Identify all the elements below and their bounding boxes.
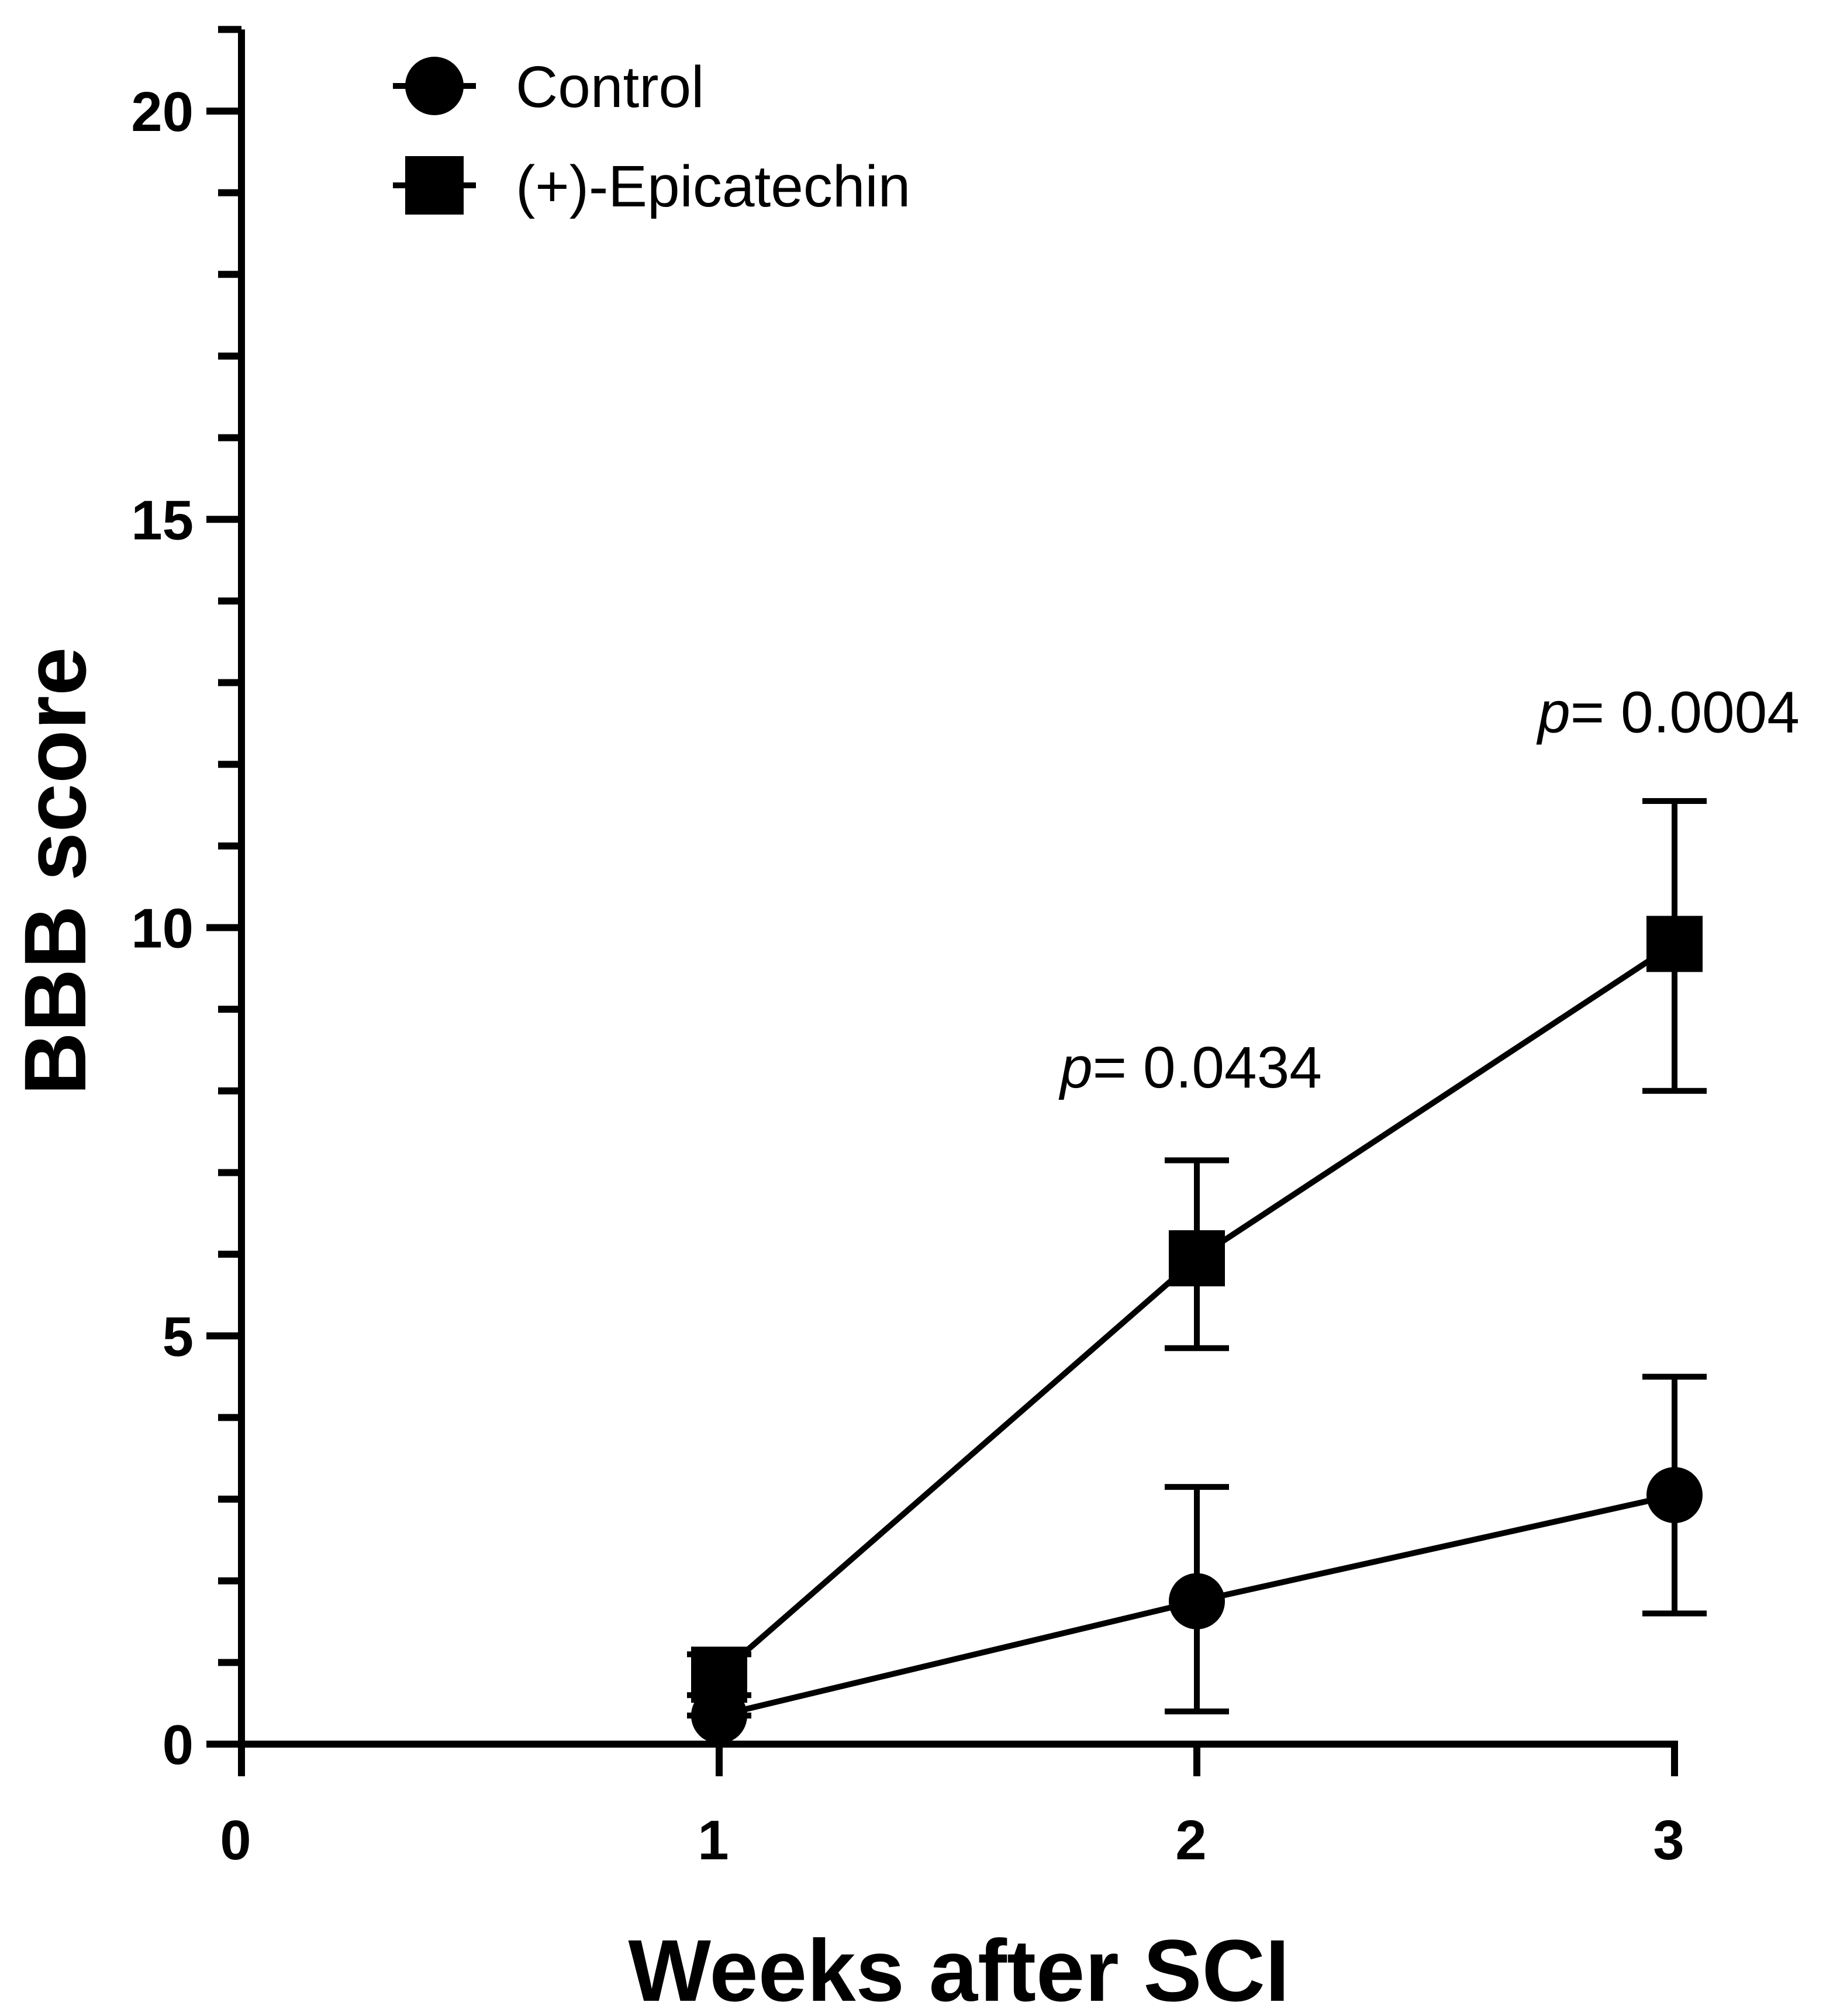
y-tick-label: 15 [131,489,194,551]
p-value: = 0.0434 [1093,1035,1322,1100]
y-axis-title: BBB score [6,647,104,1096]
y-tick-label: 5 [163,1306,194,1368]
data-point-circle [1169,1573,1225,1630]
x-tick-label: 1 [698,1809,729,1872]
y-tick-label: 10 [131,897,194,960]
x-tick-label: 0 [220,1809,251,1872]
legend-label: Control [516,54,704,120]
p-value: = 0.0004 [1570,679,1800,745]
y-tick-label: 0 [163,1714,194,1776]
p-value-annotation: p= 0.0434 [1058,1035,1322,1100]
legend-marker-square [405,156,464,215]
data-point-circle [1646,1467,1703,1524]
legend-entry: (+)-Epicatechin [393,154,910,219]
legend: Control (+)-Epicatechin [393,54,910,219]
data-point-square [1646,916,1703,972]
x-axis-title: Weeks after SCI [628,1921,1289,2016]
y-tick-label: 20 [131,81,194,143]
legend-entry: Control [393,54,704,120]
axes-layer: 0 5 10 15 20 0 1 2 3 Weeks after SCI BBB score [6,26,1684,2016]
series-circle [687,1373,1707,1744]
x-tick-label: 3 [1653,1809,1684,1872]
p-symbol: p [1058,1035,1093,1100]
series-layer [687,798,1707,1744]
legend-marker-circle [405,57,464,115]
legend-label: (+)-Epicatechin [516,154,910,219]
data-point-square [1169,1230,1225,1287]
series-square [687,798,1707,1703]
p-symbol: p [1536,679,1570,745]
p-value-annotation: p= 0.0004 [1536,679,1800,745]
data-point-square [691,1646,747,1703]
x-tick-label: 2 [1175,1809,1206,1872]
